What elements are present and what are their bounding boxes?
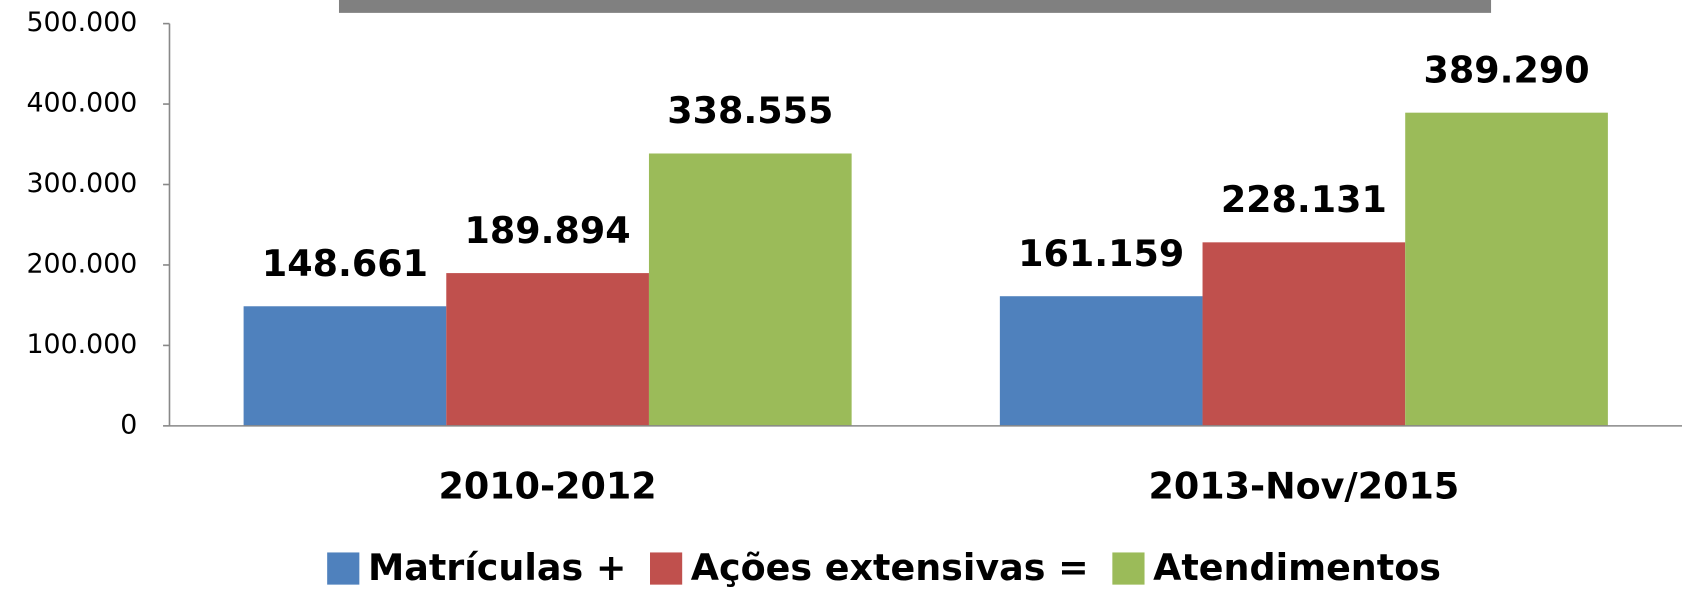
legend-label: Matrículas + bbox=[368, 546, 626, 589]
legend-label: Atendimentos bbox=[1153, 546, 1441, 589]
bar bbox=[1405, 112, 1608, 426]
y-tick-label: 0 bbox=[120, 409, 137, 440]
bar bbox=[1202, 242, 1406, 426]
y-tick-label: 200.000 bbox=[26, 248, 137, 279]
y-tick-label: 500.000 bbox=[26, 7, 137, 38]
value-label: 189.894 bbox=[465, 209, 631, 252]
bar bbox=[446, 273, 649, 426]
value-label: 389.290 bbox=[1423, 48, 1589, 91]
y-tick-label: 300.000 bbox=[26, 168, 137, 199]
y-tick-label: 400.000 bbox=[26, 88, 137, 119]
bar bbox=[648, 153, 852, 426]
header-bar bbox=[338, 0, 1492, 13]
bar bbox=[999, 296, 1203, 426]
legend-swatch bbox=[650, 552, 683, 585]
value-label: 338.555 bbox=[667, 89, 833, 132]
value-label: 161.159 bbox=[1018, 232, 1184, 275]
legend-label: Ações extensivas = bbox=[691, 546, 1089, 589]
bar bbox=[243, 306, 447, 426]
legend-swatch bbox=[1112, 552, 1145, 585]
x-tick-label: 2013-Nov/2015 bbox=[1148, 465, 1459, 508]
value-label: 228.131 bbox=[1221, 178, 1387, 221]
x-tick-label: 2010-2012 bbox=[439, 465, 657, 508]
value-label: 148.661 bbox=[262, 242, 428, 285]
legend-swatch bbox=[327, 552, 360, 585]
y-tick-label: 100.000 bbox=[26, 329, 137, 360]
